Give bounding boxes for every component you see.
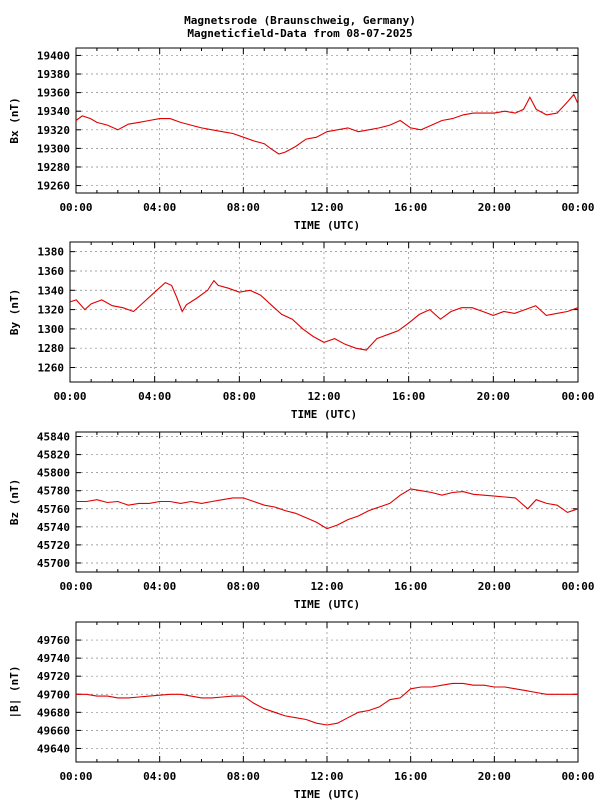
y-axis-label: Bz (nT) xyxy=(8,479,21,525)
ytick-label: 19300 xyxy=(37,142,70,155)
xtick-label: 04:00 xyxy=(138,390,171,403)
ytick-label: 45800 xyxy=(37,467,70,480)
xtick-label: 08:00 xyxy=(223,390,256,403)
ytick-label: 45720 xyxy=(37,539,70,552)
xtick-label: 20:00 xyxy=(478,201,511,214)
xtick-label: 04:00 xyxy=(143,580,176,593)
series-line-2 xyxy=(69,279,579,351)
ytick-label: 45840 xyxy=(37,431,70,444)
xtick-label: 16:00 xyxy=(392,390,425,403)
ytick-label: 45820 xyxy=(37,449,70,462)
xtick-label: 16:00 xyxy=(394,201,427,214)
ytick-label: 19380 xyxy=(37,68,70,81)
ytick-label: 49700 xyxy=(37,688,70,701)
ytick-label: 19320 xyxy=(37,124,70,137)
series-line-1 xyxy=(75,93,579,155)
series-line-3 xyxy=(76,488,579,530)
xtick-label: 00:00 xyxy=(561,201,594,214)
xtick-label: 12:00 xyxy=(310,580,343,593)
ytick-label: 45740 xyxy=(37,521,70,534)
xtick-label: 04:00 xyxy=(143,201,176,214)
ytick-label: 19280 xyxy=(37,161,70,174)
ytick-label: 19340 xyxy=(37,105,70,118)
xtick-label: 00:00 xyxy=(59,770,92,783)
xtick-label: 04:00 xyxy=(143,770,176,783)
x-axis-label: TIME (UTC) xyxy=(294,219,360,232)
ytick-label: 49680 xyxy=(37,706,70,719)
ytick-label: 19400 xyxy=(37,49,70,62)
ytick-label: 49740 xyxy=(37,652,70,665)
ytick-label: 49760 xyxy=(37,634,70,647)
xtick-label: 20:00 xyxy=(478,580,511,593)
xtick-label: 00:00 xyxy=(561,580,594,593)
xtick-label: 00:00 xyxy=(53,390,86,403)
y-axis-label: By (nT) xyxy=(8,289,21,335)
xtick-label: 00:00 xyxy=(59,201,92,214)
xtick-label: 20:00 xyxy=(477,390,510,403)
xtick-label: 12:00 xyxy=(310,770,343,783)
xtick-label: 08:00 xyxy=(227,201,260,214)
ytick-label: 45700 xyxy=(37,557,70,570)
ytick-label: 1280 xyxy=(38,342,65,355)
ytick-label: 1320 xyxy=(38,304,65,317)
ytick-label: 19360 xyxy=(37,87,70,100)
ytick-label: 19260 xyxy=(37,180,70,193)
ytick-label: 1380 xyxy=(38,246,65,259)
xtick-label: 12:00 xyxy=(310,201,343,214)
xtick-label: 16:00 xyxy=(394,770,427,783)
x-axis-label: TIME (UTC) xyxy=(294,598,360,611)
chart-title-line2: Magneticfield-Data from 08-07-2025 xyxy=(187,27,413,40)
xtick-label: 00:00 xyxy=(561,390,594,403)
ytick-label: 45760 xyxy=(37,503,70,516)
ytick-label: 1360 xyxy=(38,265,65,278)
xtick-label: 12:00 xyxy=(307,390,340,403)
ytick-label: 49660 xyxy=(37,724,70,737)
xtick-label: 08:00 xyxy=(227,580,260,593)
series-line-4 xyxy=(76,682,578,726)
xtick-label: 00:00 xyxy=(561,770,594,783)
xtick-label: 20:00 xyxy=(478,770,511,783)
y-axis-label: |B| (nT) xyxy=(8,666,21,719)
ytick-label: 1340 xyxy=(38,284,65,297)
ytick-label: 45780 xyxy=(37,485,70,498)
x-axis-label: TIME (UTC) xyxy=(294,788,360,800)
xtick-label: 08:00 xyxy=(227,770,260,783)
y-axis-label: Bx (nT) xyxy=(8,97,21,143)
ytick-label: 1300 xyxy=(38,323,65,336)
ytick-label: 49720 xyxy=(37,670,70,683)
chart-title-line1: Magnetsrode (Braunschweig, Germany) xyxy=(184,14,416,27)
xtick-label: 00:00 xyxy=(59,580,92,593)
ytick-label: 1260 xyxy=(38,362,65,375)
ytick-label: 49640 xyxy=(37,742,70,755)
x-axis-label: TIME (UTC) xyxy=(291,408,357,421)
xtick-label: 16:00 xyxy=(394,580,427,593)
